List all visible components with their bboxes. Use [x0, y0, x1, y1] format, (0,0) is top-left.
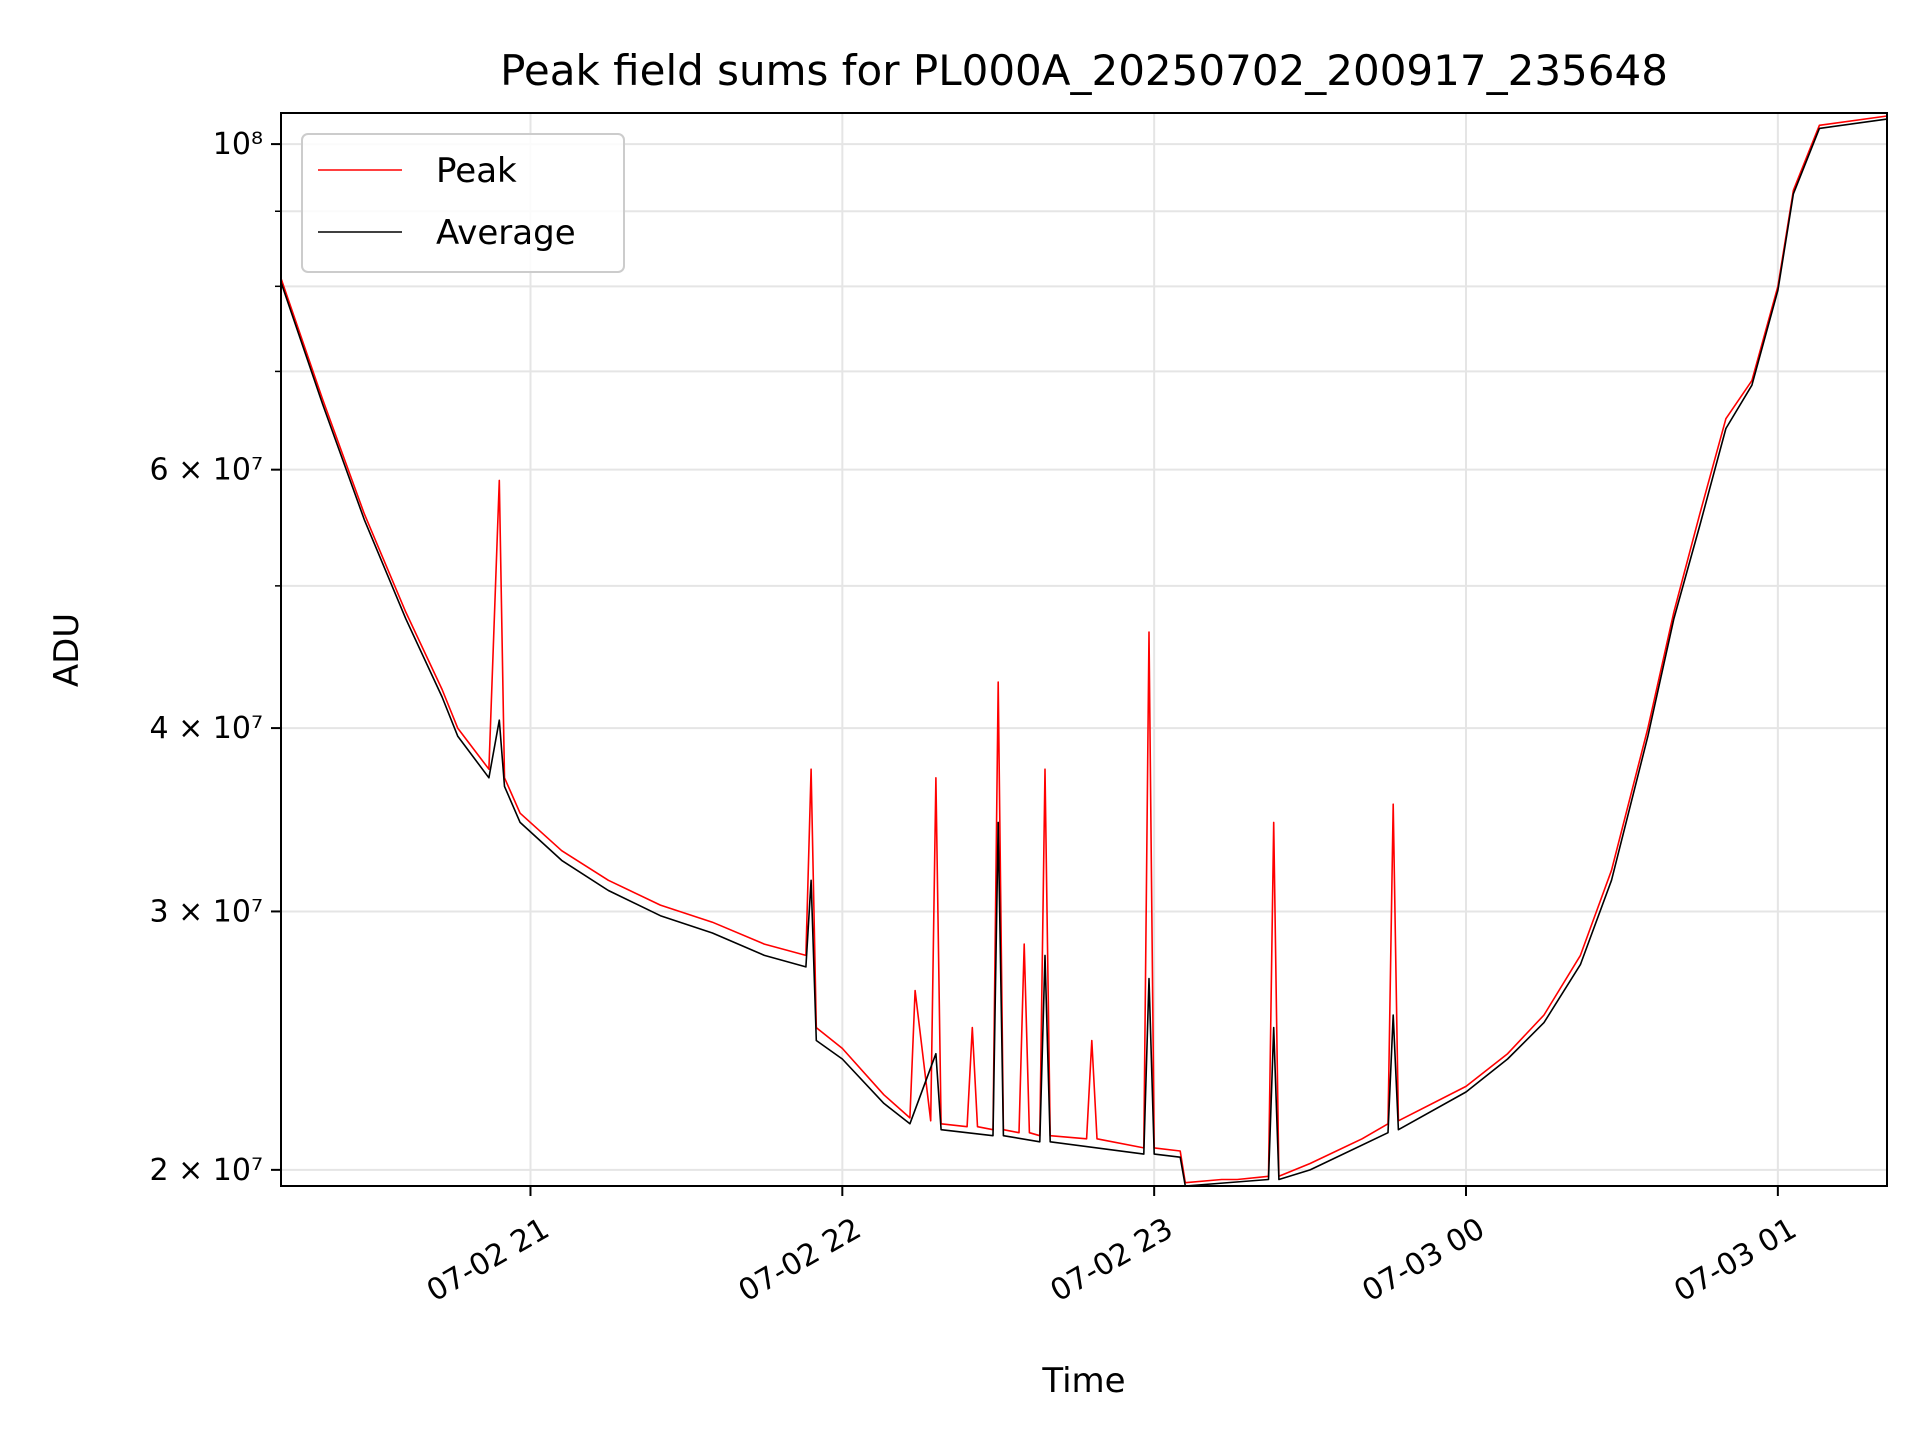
y-tick-label: 3 × 10⁷	[150, 894, 264, 929]
legend-label-peak: Peak	[436, 151, 517, 191]
series-line-average	[280, 118, 1888, 1187]
legend-label-average: Average	[436, 213, 576, 253]
series-layer	[280, 115, 1888, 1187]
y-axis-label: ADU	[47, 613, 87, 687]
y-tick-label: 2 × 10⁷	[150, 1153, 264, 1188]
y-tick-label: 6 × 10⁷	[150, 453, 264, 488]
y-tick-label: 10⁸	[213, 127, 263, 162]
legend-box	[301, 133, 625, 273]
x-axis-label: Time	[1041, 1361, 1125, 1401]
legend: Peak Average	[301, 133, 625, 273]
plot-frame	[280, 112, 1888, 1187]
grid	[281, 113, 1887, 1186]
chart-title: Peak field sums for PL000A_20250702_2009…	[500, 46, 1668, 95]
y-tick-label: 4 × 10⁷	[150, 711, 264, 746]
